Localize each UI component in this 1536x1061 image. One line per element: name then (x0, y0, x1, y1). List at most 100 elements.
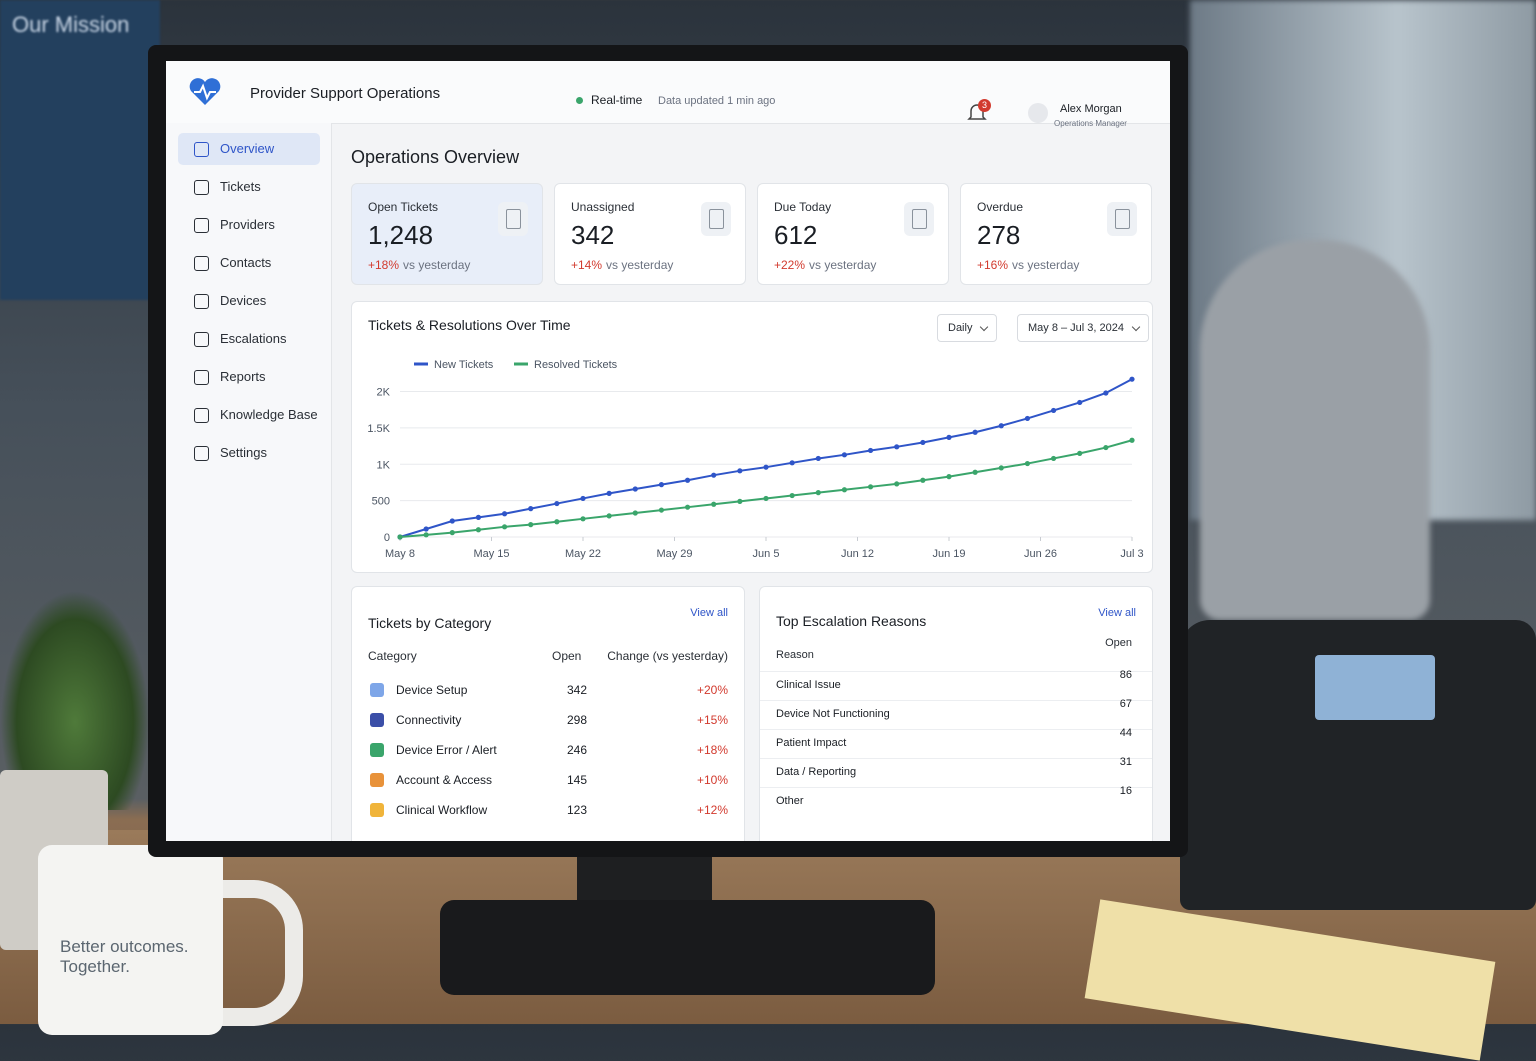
nav-icon (194, 218, 209, 233)
series-line (399, 378, 1133, 538)
kpi-card: Open Tickets 1,248 +18% vs yesterday (351, 183, 543, 285)
category-name: Clinical Workflow (396, 803, 488, 817)
user-role: Operations Manager (1054, 119, 1127, 128)
kpi-change: +14% (571, 258, 603, 272)
reason-name: Patient Impact (776, 737, 847, 749)
data-point (894, 444, 900, 450)
category-name: Connectivity (396, 713, 462, 727)
nav-icon (194, 294, 209, 309)
data-point (449, 518, 455, 524)
data-point (841, 452, 848, 458)
escalation-panel: Top Escalation Reasons View all Reason Open… (759, 586, 1153, 841)
table-title: Top Escalation Reasons (776, 613, 927, 629)
data-point (998, 423, 1004, 429)
data-point (789, 492, 795, 499)
kpi-change: +18% (368, 258, 400, 272)
row-divider (760, 758, 1152, 759)
category-icon (370, 683, 384, 697)
data-point (946, 434, 952, 440)
data-point (554, 500, 560, 507)
status-dot (576, 97, 583, 104)
category-open: 342 (567, 683, 588, 697)
nav-item[interactable]: Settings (178, 437, 320, 469)
row-divider (760, 729, 1152, 730)
data-point (737, 468, 743, 474)
data-point (711, 472, 717, 478)
updated: Data updated 1 min ago (658, 95, 776, 107)
data-point (841, 487, 848, 493)
category-open: 246 (567, 743, 588, 757)
kpi-change: +22% (774, 258, 806, 272)
kpi-label: Open Tickets (368, 200, 439, 214)
nav-item[interactable]: Knowledge Base (178, 399, 320, 431)
category-icon (370, 773, 384, 787)
user-name[interactable]: Alex Morgan (1060, 103, 1122, 115)
data-point (1077, 450, 1083, 456)
nav-item[interactable]: Reports (178, 361, 320, 393)
data-point (397, 534, 403, 540)
x-tick-label: Jun 12 (841, 548, 874, 560)
kpi-suffix: vs yesterday (1012, 258, 1080, 272)
x-tick-label: May 22 (565, 548, 601, 560)
category-panel: Tickets by Category View all Category Open C… (351, 586, 745, 841)
y-tick-label: 1.5K (367, 423, 390, 435)
data-point (658, 482, 665, 488)
kpi-suffix: vs yesterday (809, 258, 877, 272)
column-header: Change (vs yesterday) (607, 649, 728, 663)
nav-icon (194, 408, 209, 423)
data-point (684, 477, 691, 483)
data-point (632, 486, 638, 492)
nav-item[interactable]: Providers (178, 209, 320, 241)
view-all-link[interactable]: View all (1098, 607, 1136, 619)
chart-title: Tickets & Resolutions Over Time (368, 317, 571, 333)
data-point (1103, 390, 1109, 396)
nav-item[interactable]: Escalations (178, 323, 320, 355)
nav-icon (194, 180, 209, 195)
view-all-link[interactable]: View all (690, 607, 728, 619)
sidebar: Overview Tickets Providers Contacts Devices E… (166, 123, 332, 841)
nav-item[interactable]: Overview (178, 133, 320, 165)
legend-label: New Tickets (434, 359, 494, 371)
data-point (1129, 437, 1135, 443)
data-point (946, 474, 952, 480)
data-point (789, 460, 795, 466)
nav-icon (194, 142, 209, 157)
logo (189, 78, 221, 105)
interval-select[interactable]: Daily (937, 314, 998, 342)
data-point (815, 490, 821, 496)
kpi-card: Due Today 612 +22% vs yesterday (757, 183, 949, 285)
category-name: Device Error / Alert (396, 743, 497, 757)
kpi-suffix: vs yesterday (403, 258, 471, 272)
kpi-label: Unassigned (571, 200, 635, 214)
data-point (972, 429, 978, 435)
x-tick-label: Jun 26 (1024, 548, 1057, 560)
data-point (684, 504, 691, 510)
data-point (1050, 455, 1057, 462)
data-point (606, 490, 612, 496)
nav-item[interactable]: Devices (178, 285, 320, 317)
data-point (1050, 407, 1057, 414)
data-point (763, 464, 769, 470)
kpi-value: 612 (774, 220, 818, 250)
data-point (737, 498, 743, 504)
phone-screen (1315, 655, 1435, 720)
date-range-select[interactable]: May 8 – Jul 3, 2024 (1017, 314, 1150, 342)
data-point (1024, 460, 1031, 467)
x-tick-label: May 8 (385, 548, 415, 560)
nav-item[interactable]: Contacts (178, 247, 320, 279)
kpi-icon (701, 202, 731, 236)
nav-icon (194, 332, 209, 347)
reason-open: 31 (1119, 756, 1132, 768)
reason-open: 67 (1119, 698, 1132, 710)
data-point (423, 532, 429, 538)
nav-item[interactable]: Tickets (178, 171, 320, 203)
data-point (528, 522, 534, 528)
row-divider (760, 671, 1152, 672)
kpi-change-row: +22% vs yesterday (774, 258, 876, 272)
reason-open: 86 (1119, 669, 1132, 681)
x-tick-label: Jun 19 (932, 548, 965, 560)
person (1200, 240, 1430, 620)
series-line (399, 439, 1133, 538)
reason-name: Data / Reporting (776, 766, 857, 778)
wall-title: Our Mission (12, 12, 130, 37)
